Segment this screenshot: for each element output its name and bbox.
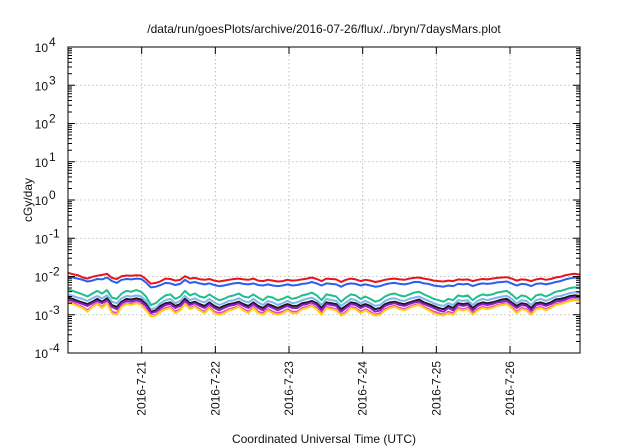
y-tick-exponent: -4 — [49, 341, 60, 355]
y-tick-exponent: 1 — [49, 150, 56, 164]
y-tick-exponent: 0 — [49, 188, 56, 202]
x-axis-label: Coordinated Universal Time (UTC) — [232, 432, 416, 446]
y-tick-label: 10 — [35, 41, 49, 55]
x-tick-label: 2016-7-24 — [356, 361, 370, 416]
x-tick-label: 2016-7-22 — [208, 361, 222, 416]
series-line-8 — [67, 299, 581, 318]
y-tick-label: 10 — [35, 79, 49, 93]
x-axis: 2016-7-21 2016-7-22 2016-7-23 2016-7-24 2016… — [135, 47, 517, 416]
grid — [68, 47, 580, 353]
x-tick-label: 2016-7-21 — [135, 361, 149, 416]
x-tick-label: 2016-7-25 — [429, 361, 443, 416]
chart-title: /data/run/goesPlots/archive/2016-07-26/f… — [147, 22, 501, 36]
y-tick-exponent: -3 — [49, 303, 60, 317]
y-tick-exponent: 4 — [49, 35, 56, 49]
y-tick-exponent: -2 — [49, 265, 60, 279]
y-tick-exponent: 3 — [49, 73, 56, 87]
series-line-2 — [67, 275, 581, 289]
series-line-5 — [67, 294, 581, 313]
series-line-6 — [67, 296, 581, 315]
series-line-3 — [67, 286, 581, 306]
series-line-1 — [67, 271, 581, 285]
y-tick-label: 10 — [35, 156, 49, 170]
y-tick-exponent: -1 — [49, 226, 60, 240]
y-axis-label: cGy/day — [21, 178, 35, 222]
y-tick-exponent: 2 — [49, 112, 56, 126]
x-tick-label: 2016-7-23 — [282, 361, 296, 416]
y-tick-label: 10 — [35, 194, 49, 208]
series-line-4 — [67, 291, 581, 311]
y-tick-label: 10 — [35, 118, 49, 132]
y-tick-label: 10 — [35, 347, 49, 361]
y-tick-label: 10 — [35, 309, 49, 323]
y-tick-label: 10 — [35, 271, 49, 285]
y-tick-label: 10 — [35, 232, 49, 246]
series-group — [67, 271, 581, 318]
x-tick-label: 2016-7-26 — [503, 361, 517, 416]
